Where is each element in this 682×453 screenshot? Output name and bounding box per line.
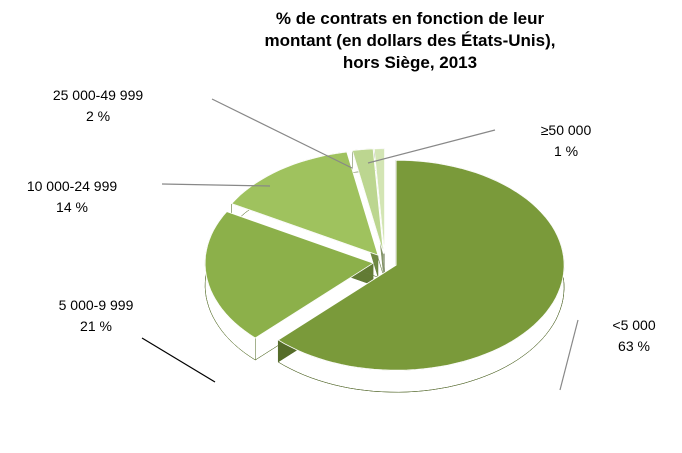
- leader-line: [161, 183, 271, 187]
- slice-label: 10 000-24 999: [27, 178, 118, 194]
- slice: [373, 148, 386, 254]
- value-label: 14 %: [56, 199, 88, 215]
- slice-label: <5 000: [612, 317, 655, 333]
- value-label: 2 %: [86, 108, 110, 124]
- leader-line: [211, 98, 353, 169]
- slice: [277, 159, 565, 371]
- value-label: 21 %: [80, 318, 112, 334]
- slice-label: 25 000-49 999: [53, 87, 144, 103]
- slice-label: ≥50 000: [541, 122, 592, 138]
- slice: [230, 151, 379, 256]
- slice: [204, 211, 375, 339]
- slice: [351, 148, 384, 254]
- value-label: 63 %: [618, 338, 650, 354]
- leader-line: [559, 319, 579, 391]
- chart-title: % de contrats en fonction de leur montan…: [264, 9, 556, 72]
- leader-line: [141, 337, 216, 383]
- leader-line: [367, 129, 496, 164]
- slice-label: 5 000-9 999: [59, 297, 134, 313]
- value-label: 1 %: [554, 143, 578, 159]
